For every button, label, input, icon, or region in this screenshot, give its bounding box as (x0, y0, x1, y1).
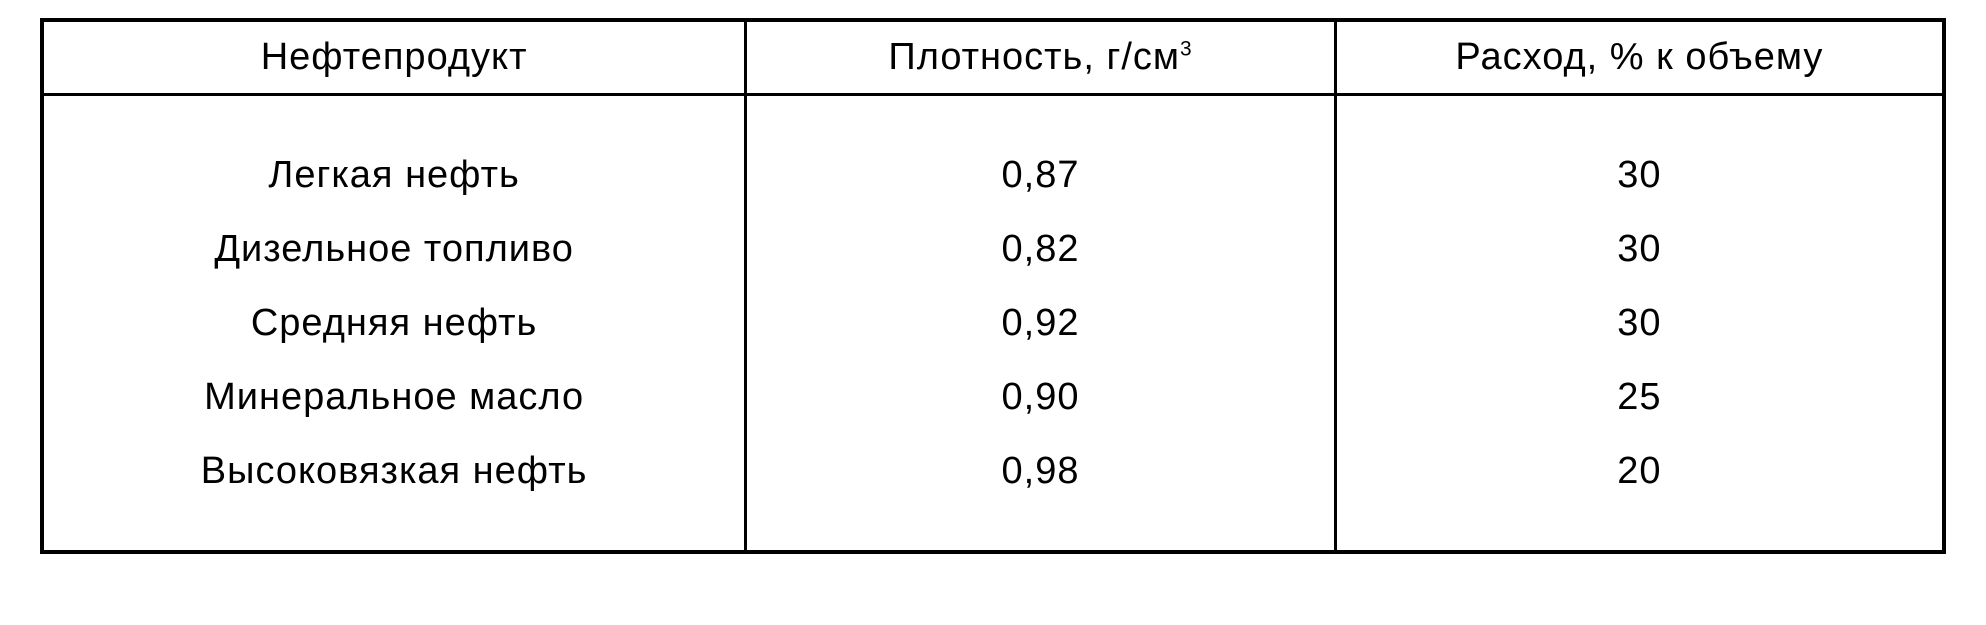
header-label-product: Нефтепродукт (261, 36, 528, 78)
header-label-consumption: Расход, % к объему (1455, 36, 1823, 78)
table-header-density: Плотность, г/см3 (746, 20, 1336, 95)
table-body-bottom-spacer (42, 508, 1944, 552)
table-header-consumption: Расход, % к объему (1335, 20, 1944, 95)
cell-consumption: 25 (1335, 360, 1944, 434)
cell-product: Средняя нефть (42, 286, 746, 360)
cell-consumption: 30 (1335, 138, 1944, 212)
cell-consumption: 30 (1335, 286, 1944, 360)
cell-product: Легкая нефть (42, 138, 746, 212)
cell-density: 0,92 (746, 286, 1336, 360)
header-label-density: Плотность, г/см (888, 36, 1180, 78)
cell-density: 0,82 (746, 212, 1336, 286)
cell-product: Минеральное масло (42, 360, 746, 434)
table-row: Минеральное масло 0,90 25 (42, 360, 1944, 434)
cell-density: 0,87 (746, 138, 1336, 212)
table-header-row: Нефтепродукт Плотность, г/см3 Расход, % … (42, 20, 1944, 95)
cell-density: 0,90 (746, 360, 1336, 434)
cell-consumption: 30 (1335, 212, 1944, 286)
table-body-top-spacer (42, 95, 1944, 139)
table-row: Дизельное топливо 0,82 30 (42, 212, 1944, 286)
cell-product: Дизельное топливо (42, 212, 746, 286)
table-row: Средняя нефть 0,92 30 (42, 286, 1944, 360)
cell-consumption: 20 (1335, 434, 1944, 508)
table-header-product: Нефтепродукт (42, 20, 746, 95)
cell-density: 0,98 (746, 434, 1336, 508)
cell-product: Высоковязкая нефть (42, 434, 746, 508)
table-row: Высоковязкая нефть 0,98 20 (42, 434, 1944, 508)
page: Нефтепродукт Плотность, г/см3 Расход, % … (0, 0, 1986, 625)
header-density-exponent: 3 (1180, 37, 1193, 60)
table-row: Легкая нефть 0,87 30 (42, 138, 1944, 212)
petroleum-products-table: Нефтепродукт Плотность, г/см3 Расход, % … (40, 18, 1946, 554)
